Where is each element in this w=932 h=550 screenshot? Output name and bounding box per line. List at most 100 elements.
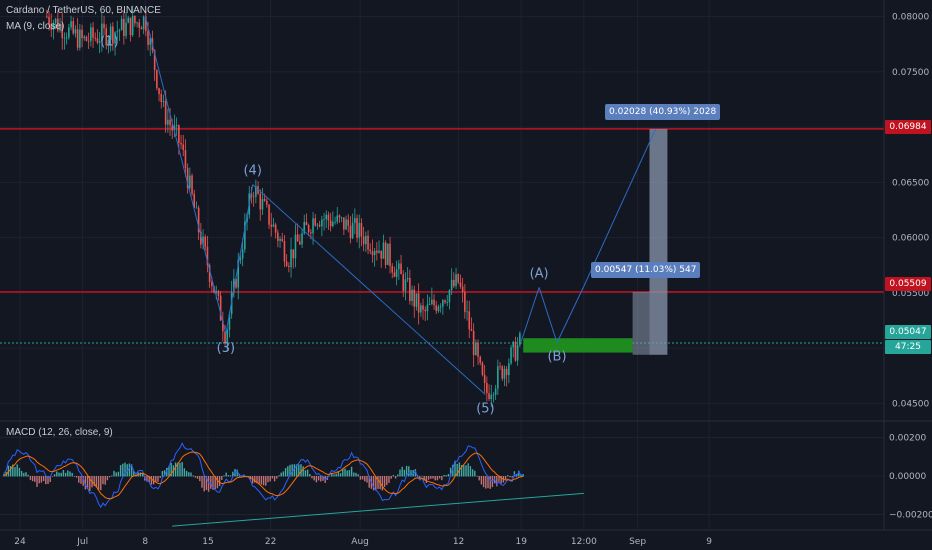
candle-body xyxy=(235,278,237,288)
candle-body xyxy=(312,218,314,234)
macd-histogram-bar xyxy=(331,472,333,477)
candle-body xyxy=(334,221,336,223)
macd-histogram-bar xyxy=(465,465,467,477)
candle-body xyxy=(314,218,317,226)
macd-histogram-bar xyxy=(381,476,384,491)
macd-histogram-bar xyxy=(161,471,164,477)
candle-body xyxy=(400,263,402,275)
candle-body xyxy=(382,242,385,259)
time-tick-label: 9 xyxy=(706,537,712,547)
candle-body xyxy=(191,175,193,194)
time-tick-label: 12 xyxy=(453,537,464,547)
macd-histogram-bar xyxy=(93,476,95,487)
candle-body xyxy=(244,221,246,250)
candle-body xyxy=(241,249,244,259)
macd-histogram-bar xyxy=(496,476,498,487)
candle-body xyxy=(98,41,101,43)
candle-body xyxy=(318,224,321,227)
wave-label: (5) xyxy=(476,402,494,417)
macd-histogram-bar xyxy=(115,472,117,477)
candle-body xyxy=(303,221,306,234)
candle-body xyxy=(426,304,429,312)
macd-histogram-bar xyxy=(311,476,313,479)
macd-histogram-bar xyxy=(386,476,388,486)
candle-body xyxy=(428,304,431,305)
candle-body xyxy=(299,241,301,245)
macd-histogram-bar xyxy=(474,470,476,477)
macd-histogram-bar xyxy=(291,464,293,477)
candle-body xyxy=(107,39,110,46)
macd-histogram-bar xyxy=(320,476,322,482)
candle-body xyxy=(103,23,105,29)
macd-histogram-bar xyxy=(80,476,82,484)
macd-histogram-bar xyxy=(480,476,483,485)
candle-body xyxy=(261,199,264,210)
macd-histogram-bar xyxy=(410,470,412,477)
macd-histogram-bar xyxy=(425,476,428,483)
candle-body xyxy=(186,167,189,188)
candle-body xyxy=(169,119,171,126)
macd-histogram-bar xyxy=(368,476,370,488)
candle-body xyxy=(369,249,372,252)
candle-body xyxy=(503,368,506,379)
macd-histogram-bar xyxy=(405,465,408,477)
macd-histogram-bar xyxy=(507,475,509,477)
candle-body xyxy=(46,16,48,18)
macd-histogram-bar xyxy=(489,476,491,489)
macd-histogram-bar xyxy=(353,472,355,477)
macd-histogram-bar xyxy=(394,476,397,479)
candle-body xyxy=(123,18,125,37)
time-tick-label: Sep xyxy=(629,537,646,547)
macd-histogram-bar xyxy=(126,464,128,477)
candle-body xyxy=(448,290,451,303)
macd-histogram-bar xyxy=(454,460,456,477)
macd-histogram-bar xyxy=(56,471,58,477)
macd-histogram-bar xyxy=(260,476,263,485)
macd-histogram-bar xyxy=(128,463,131,477)
macd-histogram-bar xyxy=(150,476,153,485)
macd-histogram-bar xyxy=(302,466,304,477)
candle-body xyxy=(149,38,152,45)
macd-histogram-bar xyxy=(62,470,65,477)
macd-histogram-bar xyxy=(148,476,150,482)
macd-histogram-bar xyxy=(89,476,91,492)
candle-body xyxy=(338,215,341,218)
signal-line xyxy=(3,451,524,500)
macd-histogram-bar xyxy=(375,476,377,491)
macd-histogram-bar xyxy=(212,476,214,490)
candle-body xyxy=(83,36,86,38)
candle-body xyxy=(497,366,499,389)
candle-body xyxy=(345,219,347,230)
macd-histogram-bar xyxy=(60,472,62,477)
candle-body xyxy=(384,242,387,265)
candle-body xyxy=(411,289,413,301)
candle-body xyxy=(371,251,374,256)
candle-body xyxy=(279,238,281,241)
macd-histogram-bar xyxy=(282,471,285,477)
macd-histogram-bar xyxy=(73,476,76,477)
macd-histogram-bar xyxy=(419,476,421,479)
macd-histogram-bar xyxy=(408,466,410,477)
macd-histogram-bar xyxy=(71,472,73,477)
candle-body xyxy=(455,274,457,287)
symbol-legend: Cardano / TetherUS, 60, BINANCE xyxy=(6,5,161,16)
candle-body xyxy=(325,214,328,220)
candle-body xyxy=(116,31,119,33)
macd-histogram-bar xyxy=(86,476,89,490)
candle-body xyxy=(508,363,510,376)
time-tick-label: Jul xyxy=(76,537,88,547)
macd-histogram-bar xyxy=(460,465,463,477)
macd-histogram-bar xyxy=(392,474,395,477)
candle-body xyxy=(453,279,455,287)
macd-histogram-bar xyxy=(518,470,520,477)
candle-body xyxy=(127,17,130,23)
macd-histogram-bar xyxy=(58,472,60,477)
candle-body xyxy=(52,23,55,30)
macd-histogram-bar xyxy=(511,476,513,478)
candle-body xyxy=(516,344,519,361)
macd-histogram-bar xyxy=(199,476,201,482)
macd-histogram-bar xyxy=(449,467,452,477)
candle-body xyxy=(464,292,466,312)
